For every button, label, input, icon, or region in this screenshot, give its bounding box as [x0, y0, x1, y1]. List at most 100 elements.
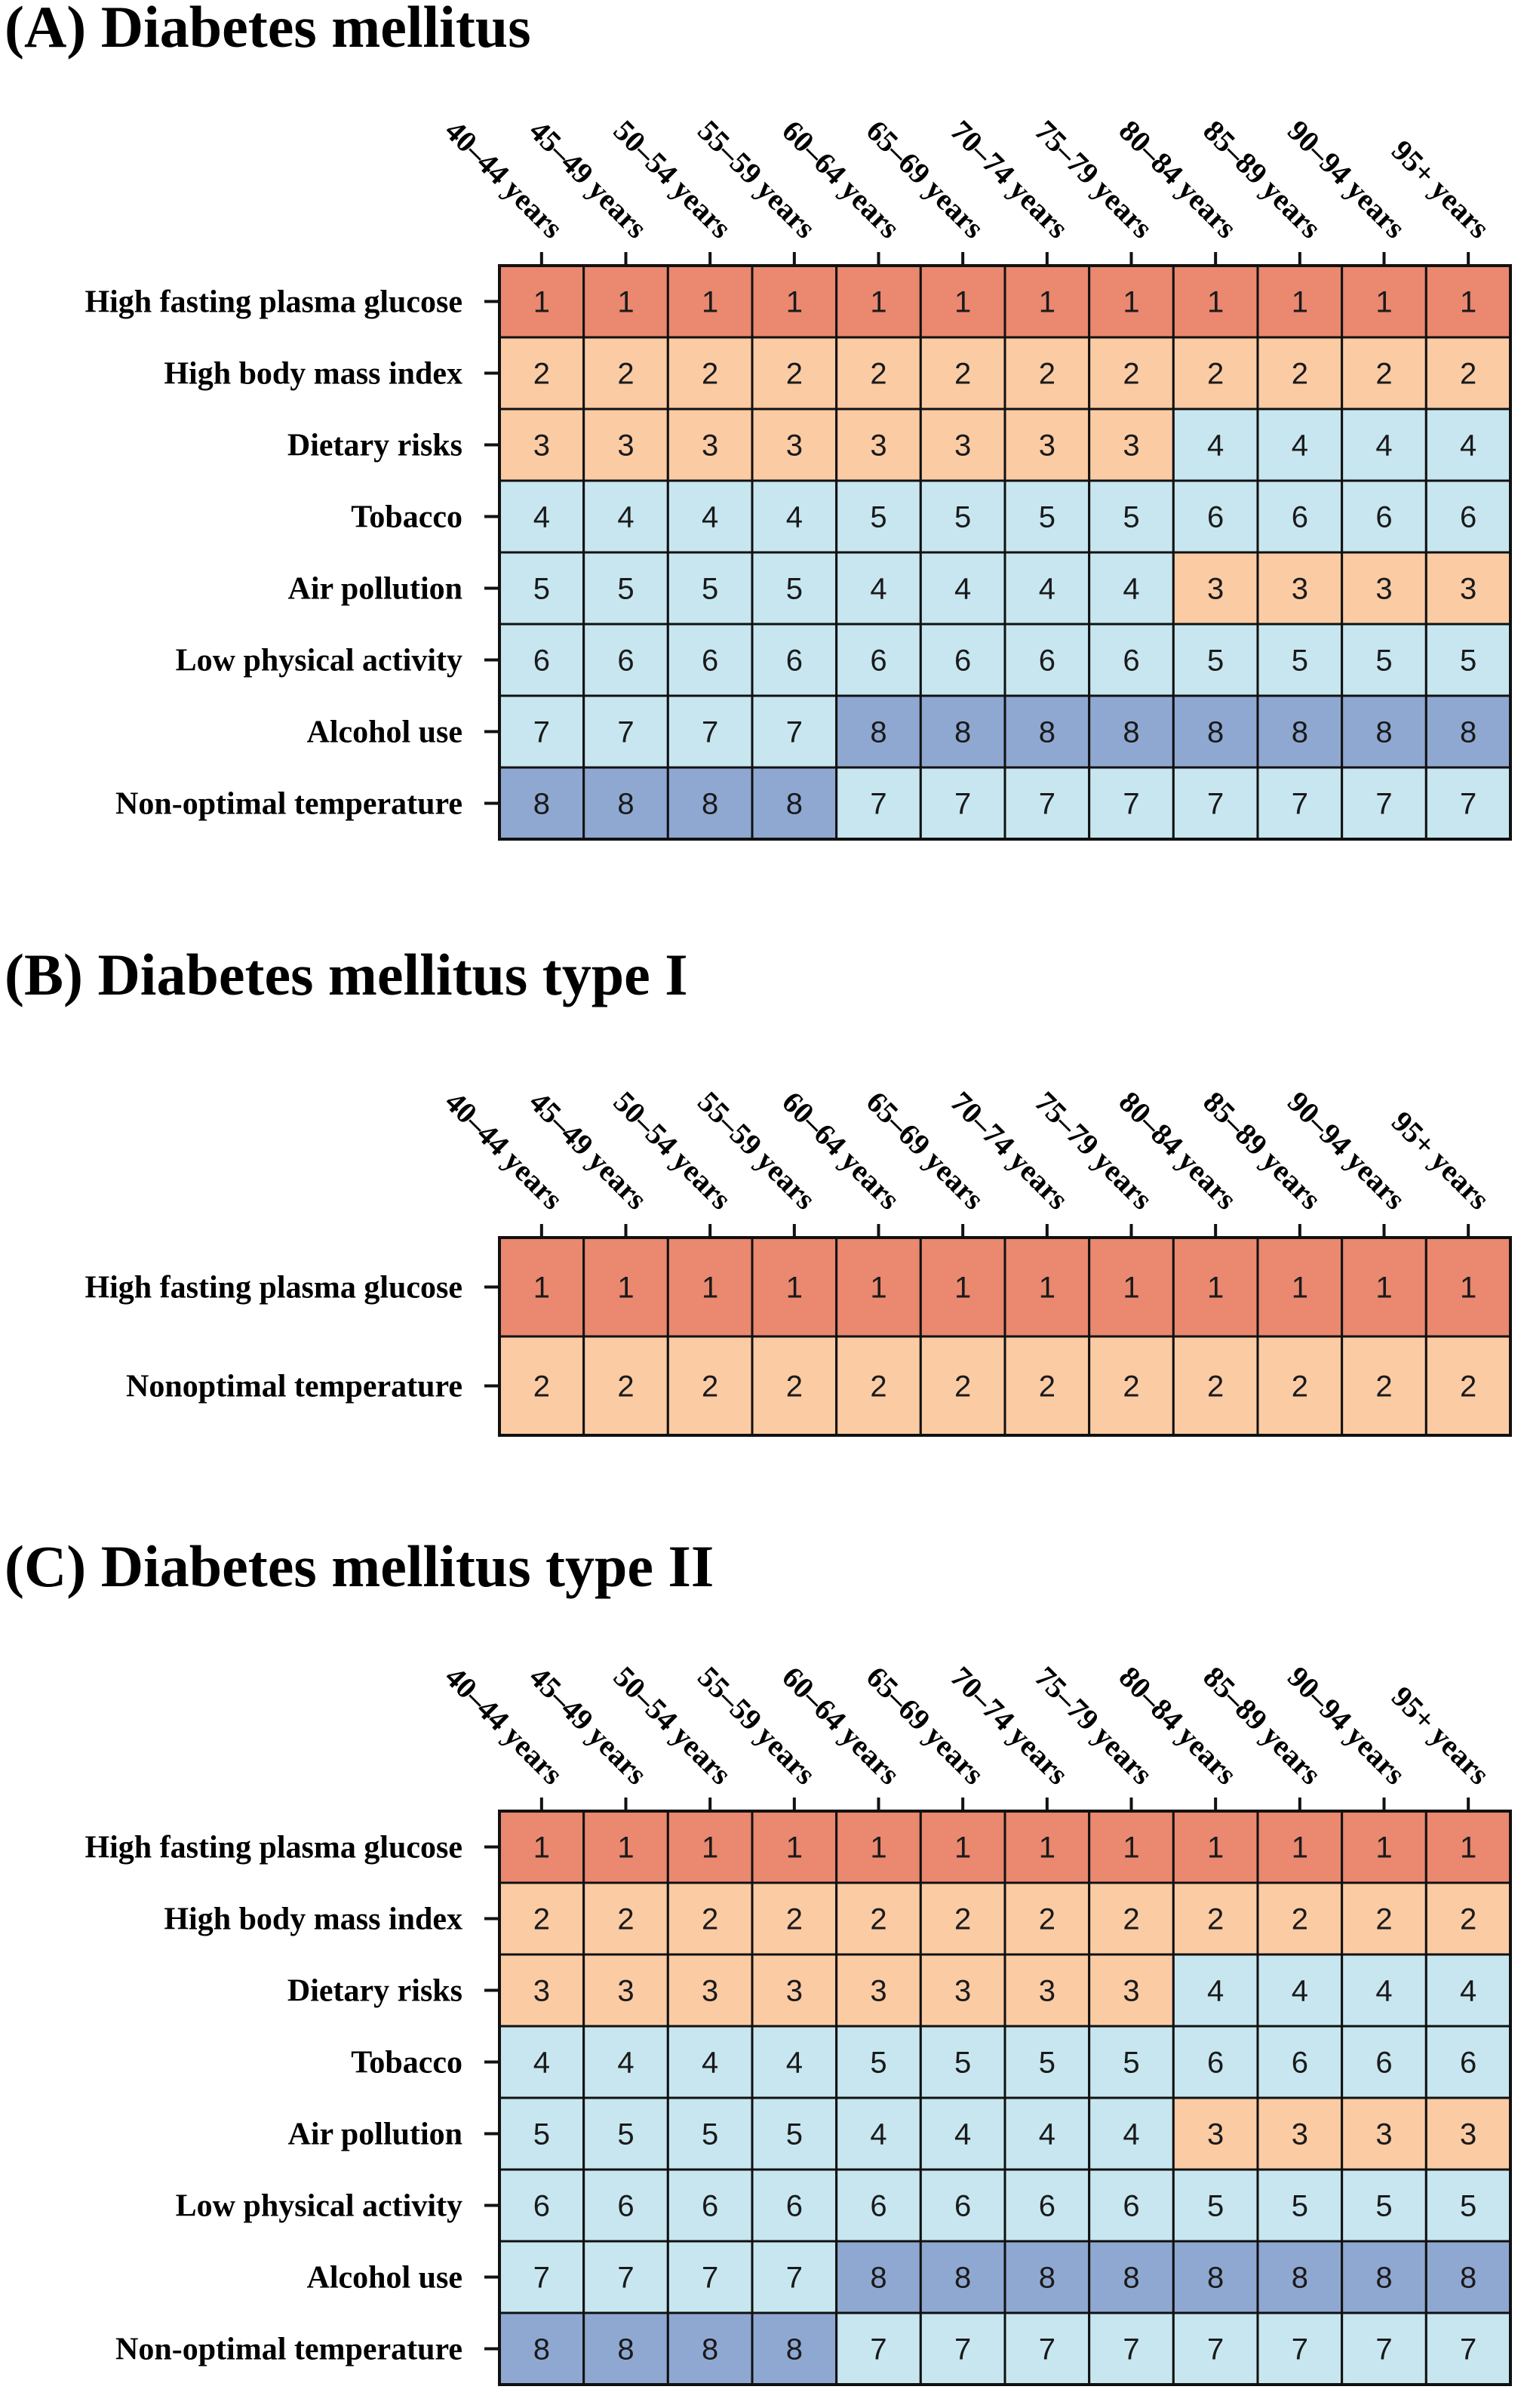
cell-value-label: 6 — [702, 2190, 718, 2223]
heatmap-cell — [1424, 2096, 1512, 2171]
cell-value-label: 3 — [617, 1975, 634, 2008]
cell-value-label: 4 — [870, 573, 886, 606]
cell-value-label: 8 — [786, 788, 803, 821]
heatmap-cell — [1088, 2240, 1175, 2314]
heatmap-cell — [1088, 1953, 1175, 2028]
cell-value-label: 5 — [702, 573, 718, 606]
heatmap-cell — [919, 479, 1006, 554]
cell-value-label: 1 — [1123, 1272, 1139, 1305]
heatmap-cell — [835, 766, 922, 841]
cell-value-label: 2 — [1375, 1903, 1392, 1936]
cell-value-label: 1 — [870, 1272, 886, 1305]
heatmap-cell — [1341, 2311, 1427, 2386]
cell-value-label: 2 — [617, 1370, 634, 1404]
cell-value-label: 1 — [1039, 286, 1055, 319]
panel-title: (A) Diabetes mellitus — [5, 0, 531, 60]
cell-value-label: 4 — [1375, 429, 1392, 463]
heatmap-cell — [1424, 407, 1512, 482]
heatmap-cell — [1172, 1953, 1259, 2028]
row-label: Dietary risks — [287, 429, 462, 463]
heatmap-cell — [1341, 2240, 1427, 2314]
cell-value-label: 6 — [786, 644, 803, 678]
heatmap-cell — [498, 479, 585, 554]
cell-value-label: 2 — [1460, 1370, 1476, 1404]
cell-value-label: 7 — [617, 716, 634, 749]
heatmap-cell — [835, 1236, 922, 1338]
heatmap-cell — [666, 551, 754, 626]
heatmap-cell — [1256, 1810, 1344, 1884]
cell-value-label: 4 — [1123, 573, 1139, 606]
heatmap-cell — [1172, 623, 1259, 697]
cell-value-label: 1 — [1292, 1272, 1308, 1305]
cell-value-label: 1 — [702, 1272, 718, 1305]
cell-value-label: 7 — [1460, 2333, 1476, 2366]
heatmap-cell — [666, 2168, 754, 2243]
heatmap-cell — [1256, 336, 1344, 411]
heatmap-cell — [1003, 1953, 1091, 2028]
cell-value-label: 1 — [1292, 1831, 1308, 1865]
cell-value-label: 7 — [954, 788, 971, 821]
cell-value-label: 2 — [1460, 1903, 1476, 1936]
heatmap-cell — [1088, 2096, 1175, 2171]
cell-value-label: 8 — [954, 2262, 971, 2295]
cell-value-label: 4 — [870, 2118, 886, 2151]
cell-value-label: 2 — [786, 358, 803, 391]
row-label: Air pollution — [288, 572, 462, 607]
heatmap-cell — [1424, 1335, 1512, 1437]
cell-value-label: 5 — [533, 2118, 550, 2151]
heatmap-cell — [919, 264, 1006, 339]
row-label: Non-optimal temperature — [115, 787, 462, 822]
cell-value-label: 2 — [617, 1903, 634, 1936]
cell-value-label: 8 — [617, 2333, 634, 2366]
cell-value-label: 4 — [954, 2118, 971, 2151]
cell-value-label: 1 — [702, 1831, 718, 1865]
cell-value-label: 5 — [617, 573, 634, 606]
cell-value-label: 1 — [1039, 1272, 1055, 1305]
cell-value-label: 4 — [1207, 429, 1224, 463]
heatmap-cell — [1256, 479, 1344, 554]
cell-value-label: 2 — [533, 1370, 550, 1404]
heatmap-cell — [835, 1953, 922, 2028]
row-label: Low physical activity — [176, 2189, 462, 2224]
cell-value-label: 2 — [786, 1903, 803, 1936]
heatmap-cell — [498, 623, 585, 697]
row-label: Low physical activity — [176, 644, 462, 678]
heatmap-cell — [1341, 1810, 1427, 1884]
heatmap-cell — [582, 1953, 669, 2028]
cell-value-label: 7 — [786, 2262, 803, 2295]
cell-value-label: 6 — [786, 2190, 803, 2223]
cell-value-label: 4 — [1207, 1975, 1224, 2008]
cell-value-label: 2 — [786, 1370, 803, 1404]
cell-value-label: 6 — [1460, 501, 1476, 534]
cell-value-label: 4 — [954, 573, 971, 606]
cell-value-label: 2 — [533, 358, 550, 391]
cell-value-label: 3 — [1207, 573, 1224, 606]
heatmap-cell — [835, 336, 922, 411]
cell-value-label: 1 — [786, 1831, 803, 1865]
cell-value-label: 1 — [1207, 286, 1224, 319]
heatmap-cell — [919, 1953, 1006, 2028]
cell-value-label: 8 — [1123, 2262, 1139, 2295]
cell-value-label: 8 — [1039, 2262, 1055, 2295]
heatmap-cell — [666, 407, 754, 482]
heatmap-cell — [1424, 694, 1512, 769]
cell-value-label: 1 — [1039, 1831, 1055, 1865]
heatmap-cell — [666, 1236, 754, 1338]
heatmap-cell — [666, 2025, 754, 2099]
heatmap-cell — [1088, 1236, 1175, 1338]
heatmap-cell — [835, 2311, 922, 2386]
cell-value-label: 3 — [533, 1975, 550, 2008]
cell-value-label: 6 — [1039, 644, 1055, 678]
cell-value-label: 8 — [1207, 2262, 1224, 2295]
cell-value-label: 5 — [954, 501, 971, 534]
cell-value-label: 4 — [786, 501, 803, 534]
cell-value-label: 7 — [870, 788, 886, 821]
heatmap-cell — [498, 1953, 585, 2028]
cell-value-label: 1 — [954, 1831, 971, 1865]
cell-value-label: 2 — [1460, 358, 1476, 391]
cell-value-label: 5 — [870, 501, 886, 534]
cell-value-label: 4 — [533, 501, 550, 534]
cell-value-label: 5 — [1292, 644, 1308, 678]
row-label: High body mass index — [164, 357, 462, 392]
